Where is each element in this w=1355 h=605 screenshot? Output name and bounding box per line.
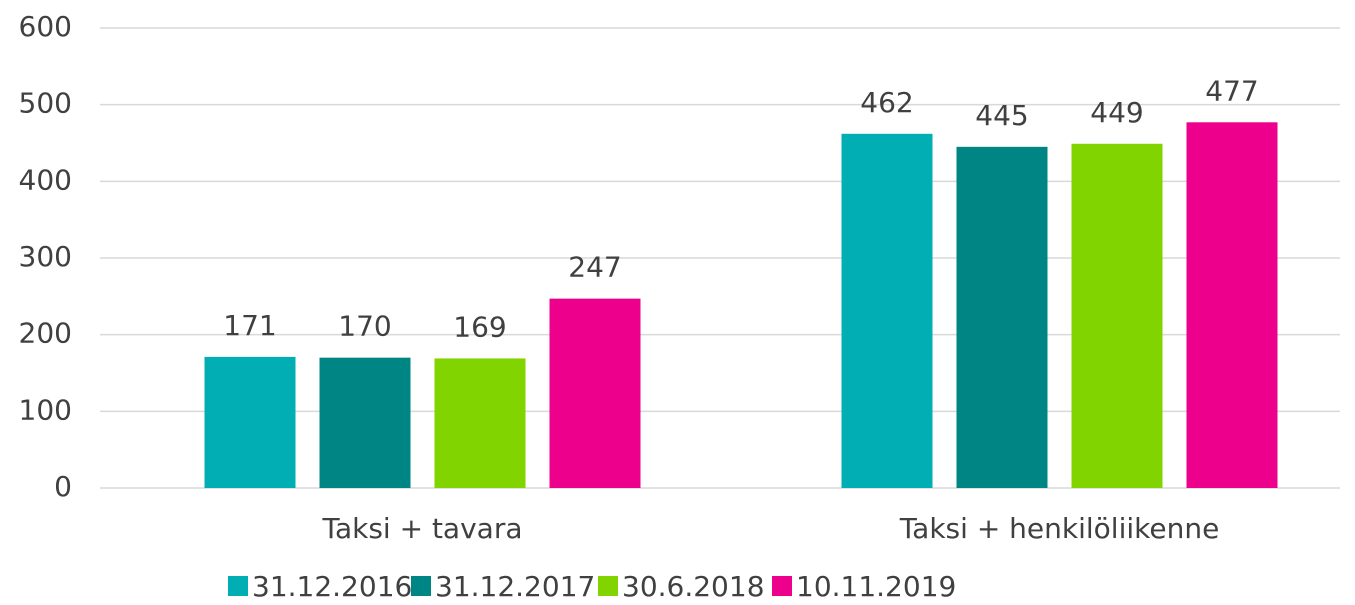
y-tick-label: 600 [19, 10, 72, 43]
bar [319, 357, 411, 488]
legend-swatch [598, 576, 618, 596]
data-label: 477 [1205, 74, 1258, 107]
data-label: 170 [338, 310, 391, 343]
bar [434, 358, 526, 488]
legend-swatch [411, 576, 431, 596]
bar [841, 133, 933, 489]
bar [204, 356, 296, 488]
legend-label: 10.11.2019 [796, 570, 956, 603]
bar [1186, 122, 1278, 489]
x-tick-label: Taksi + henkilöliikenne [899, 512, 1220, 545]
data-label: 462 [860, 86, 913, 119]
x-tick-label: Taksi + tavara [321, 512, 522, 545]
bar [1071, 143, 1163, 488]
legend-label: 31.12.2017 [435, 570, 595, 603]
legend-swatch [772, 576, 792, 596]
legend-label: 30.6.2018 [622, 570, 765, 603]
data-label: 171 [223, 309, 276, 342]
y-tick-label: 500 [19, 87, 72, 120]
y-tick-label: 200 [19, 317, 72, 350]
bar [549, 298, 641, 488]
y-tick-label: 0 [54, 470, 72, 503]
bar [956, 146, 1048, 489]
data-label: 449 [1090, 96, 1143, 129]
legend-label: 31.12.2016 [252, 570, 412, 603]
y-tick-label: 100 [19, 393, 72, 426]
y-tick-label: 300 [19, 240, 72, 273]
legend-swatch [228, 576, 248, 596]
y-tick-label: 400 [19, 163, 72, 196]
data-label: 445 [975, 99, 1028, 132]
data-label: 169 [453, 310, 506, 343]
data-label: 247 [568, 251, 621, 284]
